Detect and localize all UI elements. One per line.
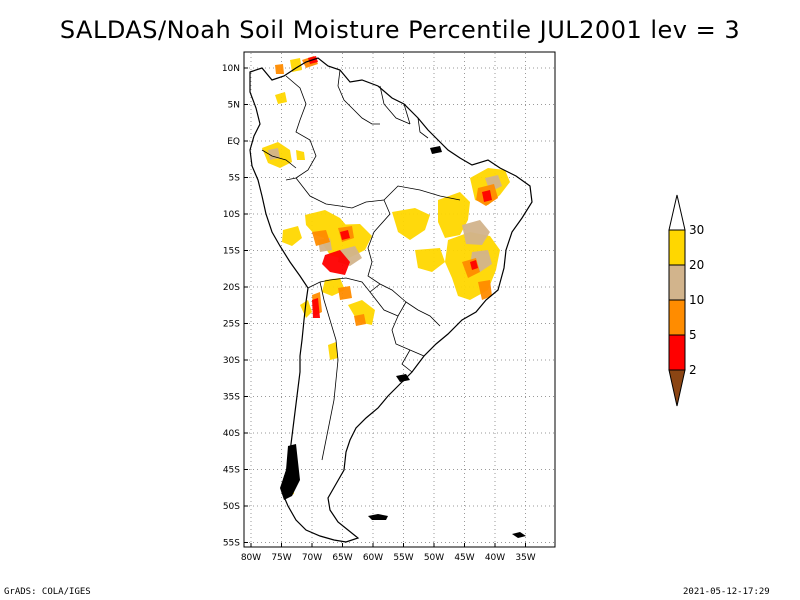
footer-credit: GrADS: COLA/IGES [4, 587, 91, 597]
colorbar-label: 20 [689, 258, 704, 272]
colorbar-segment-2-5 [668, 334, 686, 371]
colorbar-segment-20-30 [668, 229, 686, 266]
lon-tick-label: 75W [271, 553, 291, 563]
lon-tick-label: 45W [454, 553, 474, 563]
colorbar-segment-5-10 [668, 299, 686, 336]
lon-tick-label: 65W [332, 553, 352, 563]
lon-tick-label: 60W [363, 553, 383, 563]
lat-tick-label: 25S [223, 320, 240, 330]
colorbar-label: 30 [689, 223, 704, 237]
lat-tick-label: 5N [228, 101, 240, 111]
lon-tick-label: 80W [241, 553, 261, 563]
lat-tick-label: 40S [223, 429, 240, 439]
lon-tick-label: 35W [515, 553, 535, 563]
colorbar-label: 2 [689, 363, 697, 377]
lat-tick-label: 15S [223, 247, 240, 257]
islands [280, 146, 526, 538]
colorbar-labels: 2 5 10 20 30 [689, 223, 704, 377]
lat-tick-label: 55S [223, 539, 240, 549]
colorbar-over-triangle [668, 194, 686, 231]
colorbar [668, 194, 686, 407]
lat-tick-label: 20S [223, 283, 240, 293]
footer-timestamp: 2021-05-12-17:29 [683, 587, 770, 597]
latitude-labels: 10N 5N EQ 5S 10S 15S 20S 25S 30S 35S 40S 45S 50S 55S [222, 64, 248, 549]
soil-moisture-shading [262, 56, 510, 498]
lat-tick-label: 50S [223, 502, 240, 512]
lat-tick-label: 10S [223, 210, 240, 220]
colorbar-label: 5 [689, 328, 697, 342]
percentile-2-5-areas [308, 56, 492, 318]
lat-tick-label: 5S [229, 174, 241, 184]
lon-tick-label: 50W [424, 553, 444, 563]
map-title: SALDAS/Noah Soil Moisture Percentile JUL… [59, 16, 741, 44]
lat-tick-label: 45S [223, 466, 240, 476]
lat-tick-label: EQ [227, 137, 240, 147]
lon-tick-label: 40W [485, 553, 505, 563]
lat-tick-label: 30S [223, 356, 240, 366]
longitude-labels: 80W 75W 70W 65W 60W 55W 50W 45W 40W 35W [241, 543, 536, 563]
colorbar-under-triangle [668, 369, 686, 407]
colorbar-segment-10-20 [668, 264, 686, 301]
country-borders [261, 69, 461, 461]
lon-tick-label: 55W [393, 553, 413, 563]
lon-tick-label: 70W [302, 553, 322, 563]
lat-tick-label: 10N [222, 64, 240, 74]
colorbar-label: 10 [689, 293, 704, 307]
lat-tick-label: 35S [223, 393, 240, 403]
